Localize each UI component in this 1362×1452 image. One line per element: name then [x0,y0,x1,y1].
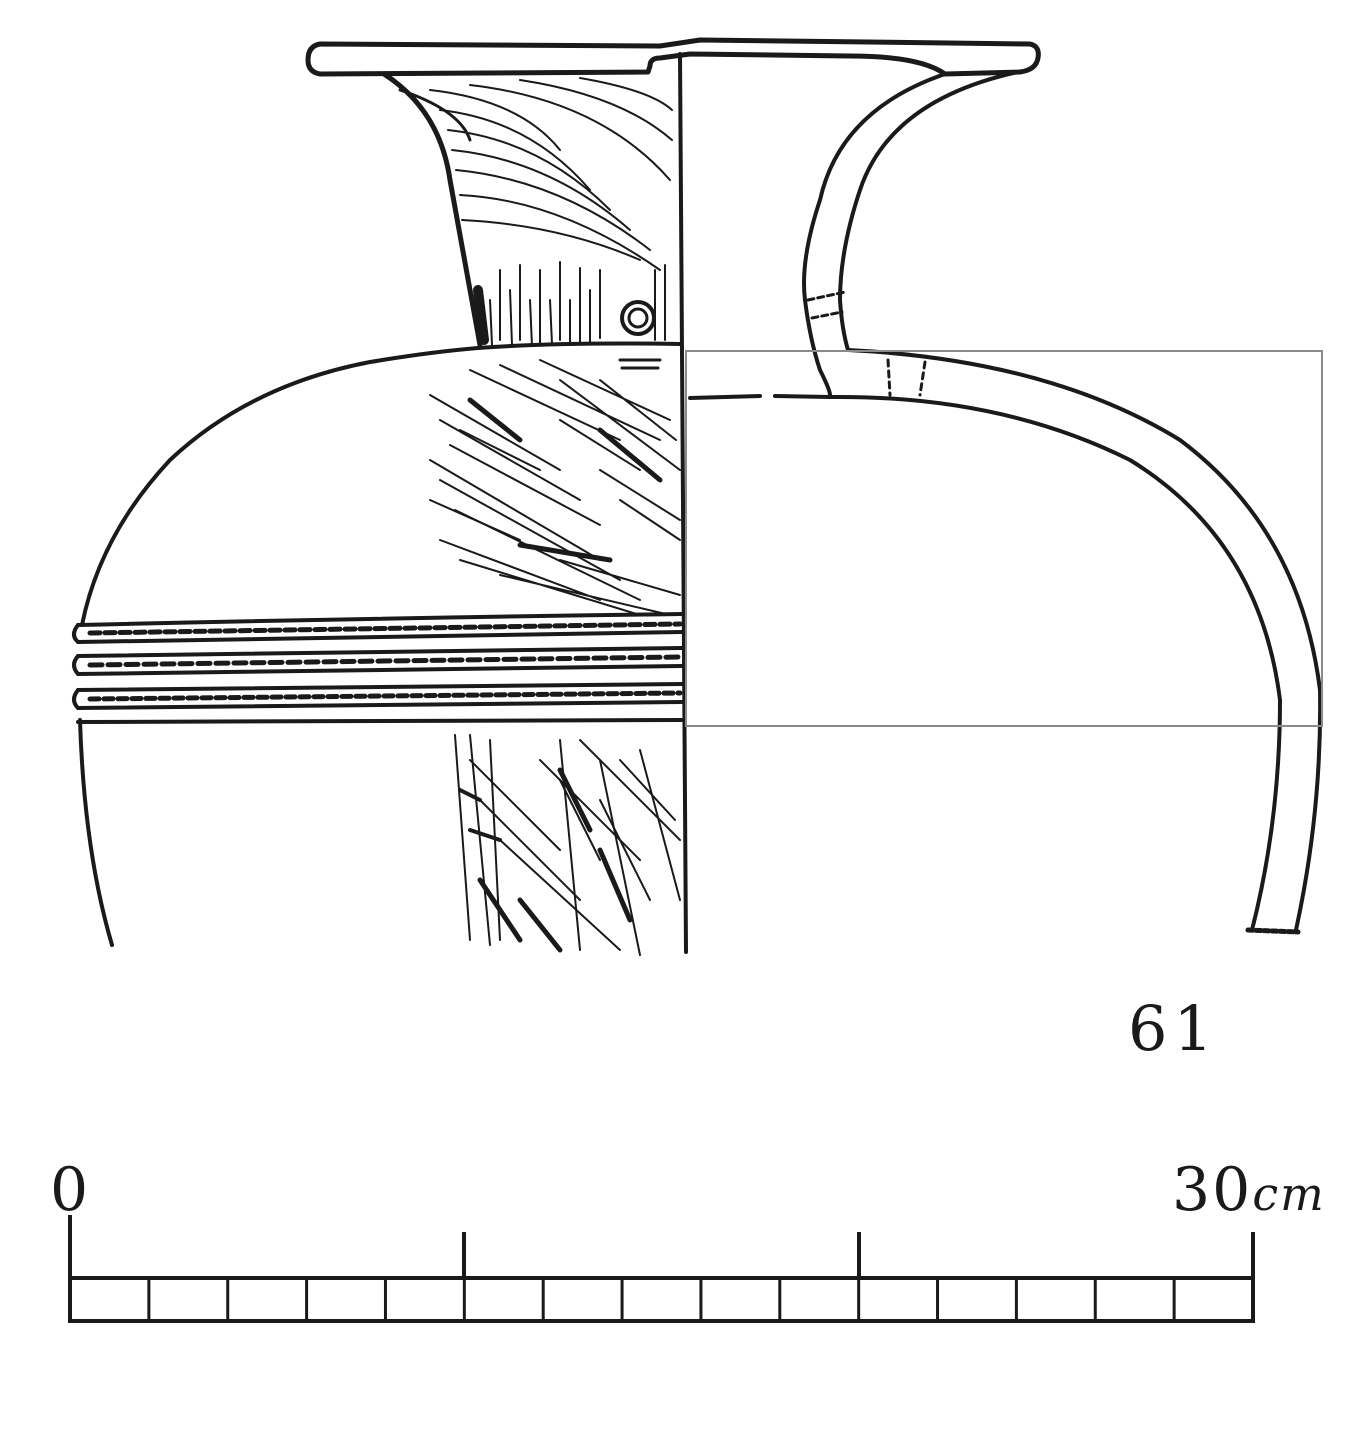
neck-interior-profile [802,70,1020,397]
scale-segments [147,1278,1176,1321]
body-hatching-lower [454,734,681,956]
scale-start-label: 0 [50,1155,89,1225]
scale-end-unit: cm [1252,1167,1326,1221]
scale-bar [68,1215,1255,1323]
scale-end-value: 30 [1172,1155,1253,1225]
body-hatching-upper [429,359,681,616]
body-exterior-outline [78,341,682,947]
decorative-bands [72,612,684,724]
figure-number: 61 [1128,992,1219,1065]
vessel-rim [305,37,1041,77]
body-interior-profile [688,348,1323,935]
reference-frame [685,350,1323,727]
scale-end-label: 30cm [1172,1160,1326,1220]
section-divider [678,52,688,954]
neck-exterior [381,71,673,370]
